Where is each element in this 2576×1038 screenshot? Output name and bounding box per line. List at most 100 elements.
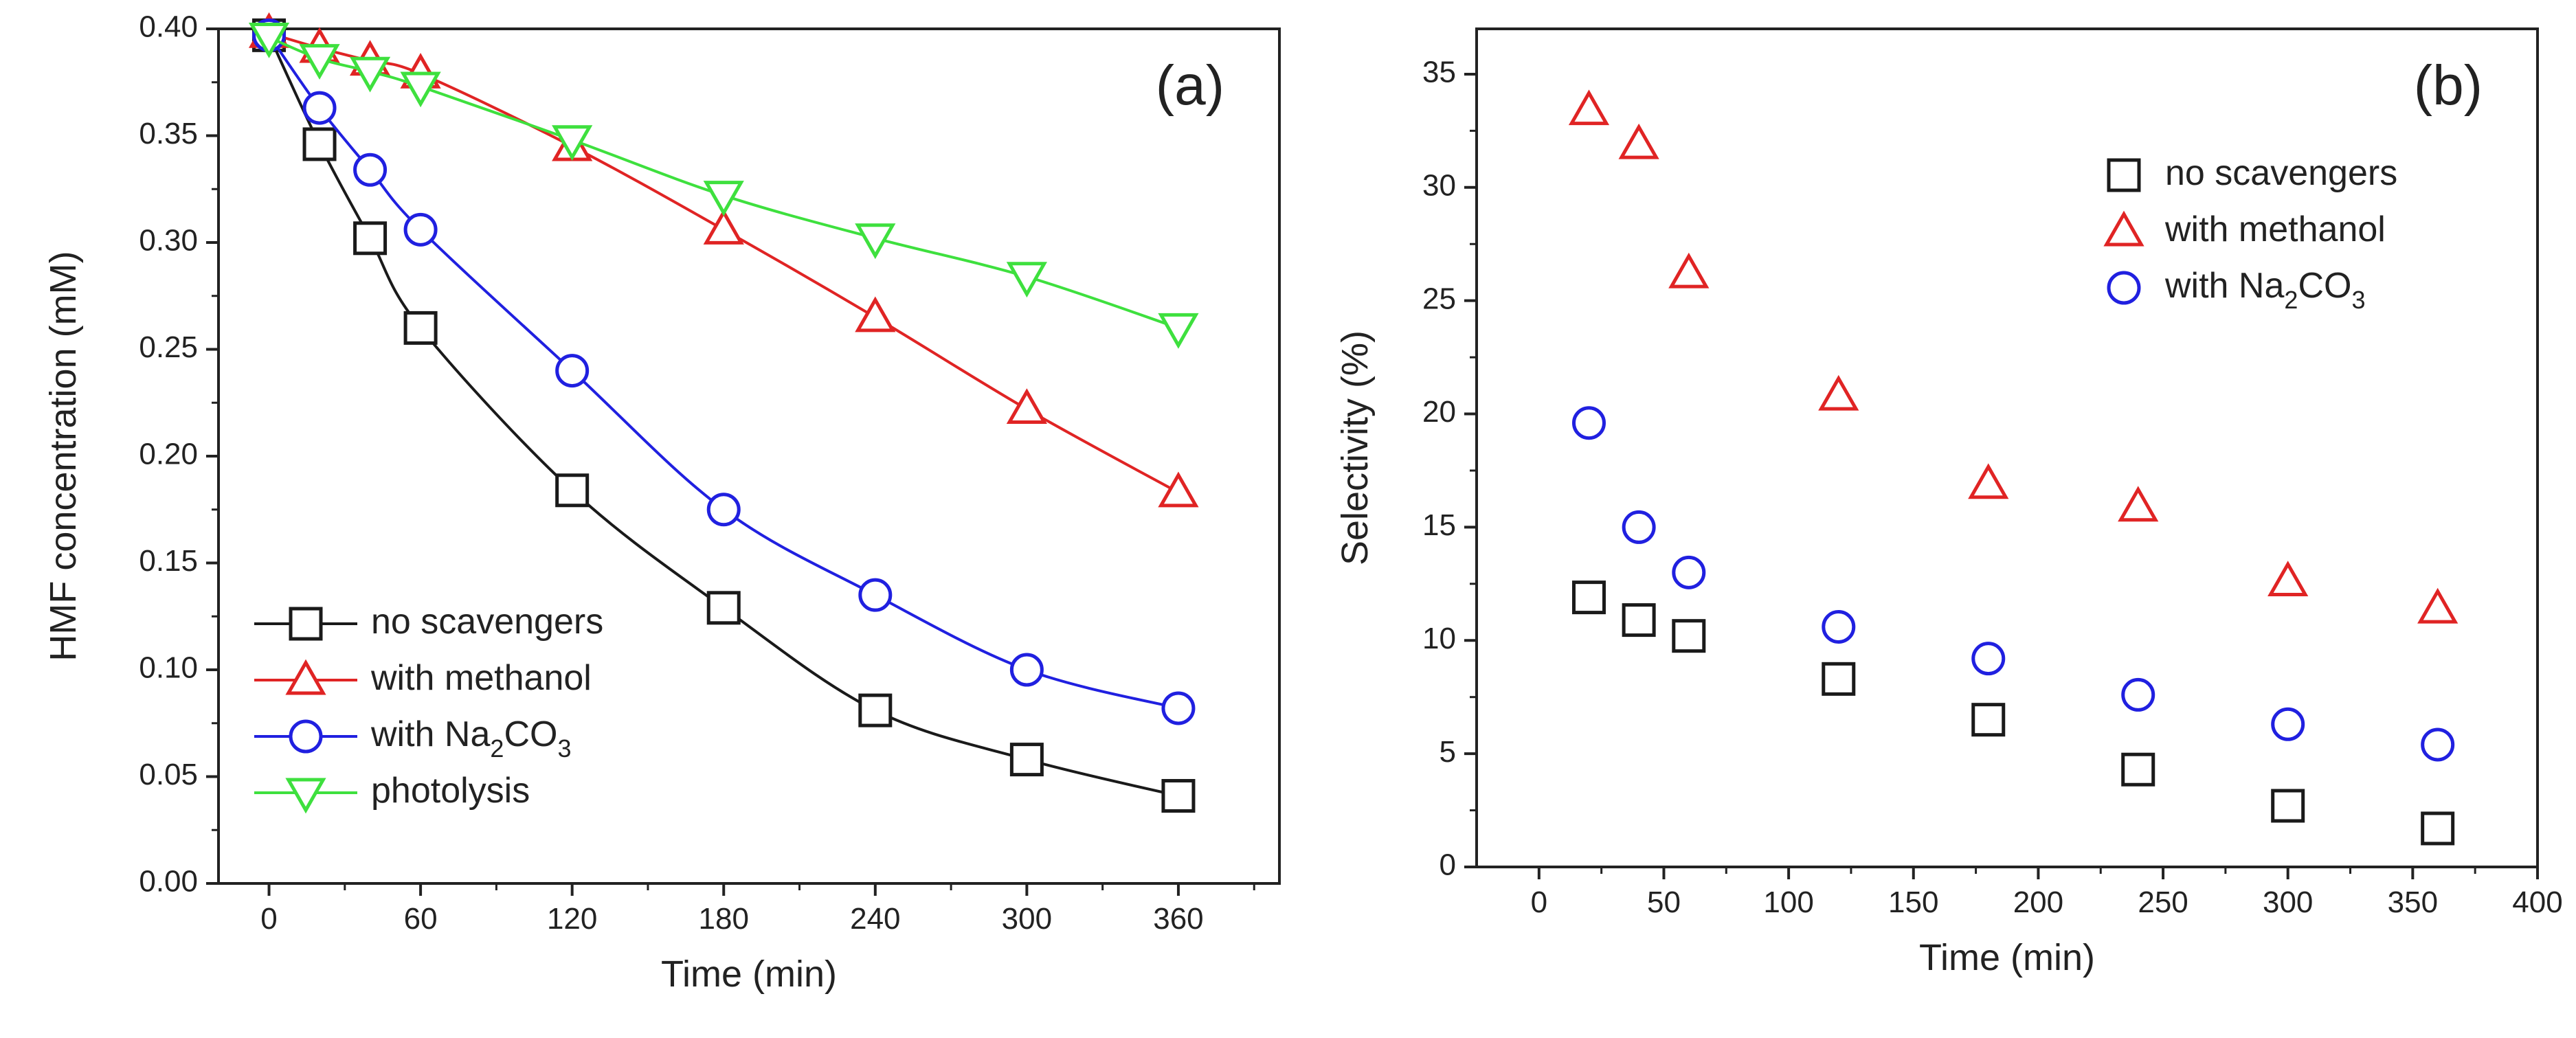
data-point-photolysis (1158, 313, 1199, 349)
x-tick-label: 360 (1153, 902, 1203, 936)
data-point-photolysis (349, 56, 391, 93)
panel-a-hmf-concentration-chart: 0 60 120 180 240 300 360 0.00 0.05 0.10 0.15 0.20 0.… (43, 10, 1281, 995)
data-point-with-methanol (1568, 89, 1610, 126)
data-point-with-methanol (1618, 123, 1659, 159)
y-tick-label: 0.35 (139, 117, 198, 150)
series-with-na2co3 (252, 18, 1196, 725)
x-tick-label: 200 (2013, 885, 2063, 919)
data-point-no-scavengers (1161, 778, 1196, 813)
legend-marker (285, 778, 326, 814)
data-point-with-methanol (1668, 252, 1710, 289)
y-tick-label: 25 (1422, 282, 1456, 315)
y-tick-label: 35 (1422, 56, 1456, 89)
series-with-methanol (1568, 89, 2459, 624)
y-tick-label: 20 (1422, 395, 1456, 429)
data-point-with-methanol (1968, 463, 2009, 499)
data-point-photolysis (1006, 262, 1047, 298)
x-tick-label: 400 (2512, 885, 2562, 919)
y-axis-label: HMF concentration (mM) (43, 251, 84, 661)
legend-item-no-scavengers: no scavengers (2107, 153, 2397, 193)
x-tick-label: 150 (1888, 885, 1938, 919)
x-tick-label: 300 (1002, 902, 1052, 936)
legend-marker (2103, 210, 2144, 247)
data-point-with-na2co3 (1622, 510, 1656, 544)
data-point-photolysis (855, 223, 896, 260)
data-point-with-methanol (703, 209, 744, 245)
legend-label: no scavengers (371, 602, 603, 642)
data-point-with-na2co3 (858, 578, 893, 612)
y-tick-label: 0.15 (139, 544, 198, 578)
x-tick-label: 120 (547, 902, 597, 936)
y-axis-label: Selectivity (%) (1334, 330, 1376, 565)
data-point-with-na2co3 (1571, 406, 1606, 440)
y-tick-label: 0.20 (139, 438, 198, 471)
data-point-no-scavengers (403, 311, 438, 345)
data-point-with-na2co3 (1822, 609, 1856, 644)
data-point-with-na2co3 (555, 354, 590, 388)
data-point-with-methanol (2118, 486, 2159, 522)
data-point-with-na2co3 (1161, 691, 1196, 725)
x-tick-label: 0 (1531, 885, 1547, 919)
data-point-no-scavengers (1672, 619, 1706, 653)
legend-marker (2107, 158, 2141, 192)
data-point-no-scavengers (2421, 811, 2455, 846)
x-tick-label: 350 (2388, 885, 2438, 919)
legend-marker (2107, 271, 2141, 305)
panel-label: (a) (1156, 54, 1224, 117)
legend-label: with methanol (370, 658, 592, 698)
data-point-with-na2co3 (302, 91, 337, 125)
y-tick-label: 30 (1422, 168, 1456, 202)
y-tick-label: 0 (1440, 848, 1456, 882)
x-tick-label: 240 (850, 902, 900, 936)
data-point-with-methanol (2417, 587, 2459, 624)
data-point-no-scavengers (858, 693, 893, 727)
y-tick-label: 0.25 (139, 330, 198, 364)
data-point-with-na2co3 (1672, 555, 1706, 589)
series-no-scavengers (252, 18, 1196, 813)
data-point-with-na2co3 (1009, 653, 1044, 687)
y-tick-label: 5 (1440, 735, 1456, 769)
series-line-no-scavengers (267, 34, 1179, 798)
legend-label: with Na2CO3 (370, 714, 571, 763)
data-point-photolysis (299, 44, 340, 80)
data-point-with-na2co3 (1971, 642, 2006, 676)
legend-item-with-methanol: with methanol (2103, 210, 2386, 249)
data-point-no-scavengers (1822, 662, 1856, 696)
panel-b-selectivity-chart: 0 50 100 150 200 250 300 350 400 0 5 10 15 20 25 30 35 Ti… (1334, 27, 2563, 978)
data-point-with-na2co3 (2121, 677, 2155, 712)
y-tick-label: 0.00 (139, 865, 198, 899)
data-point-no-scavengers (706, 591, 741, 625)
legend-label: with methanol (2164, 210, 2386, 249)
x-tick-label: 0 (260, 902, 277, 936)
panel-label: (b) (2414, 54, 2483, 117)
legend-marker (289, 719, 323, 754)
legend-item-no-scavengers: no scavengers (254, 602, 603, 642)
data-point-with-methanol (1006, 388, 1047, 425)
data-point-with-na2co3 (706, 493, 741, 527)
data-point-no-scavengers (1971, 703, 2006, 737)
legend: no scavengers with methanol with Na2CO3 (2103, 153, 2397, 314)
data-point-photolysis (703, 181, 744, 216)
x-tick-label: 100 (1763, 885, 1813, 919)
data-point-with-na2co3 (403, 212, 438, 247)
data-point-photolysis (552, 125, 593, 161)
data-point-with-methanol (1818, 374, 1859, 411)
data-point-no-scavengers (1009, 743, 1044, 777)
plot-frame (1475, 27, 2539, 868)
data-point-no-scavengers (1622, 603, 1656, 638)
data-point-with-na2co3 (2271, 707, 2305, 741)
legend-item-with-methanol: with methanol (254, 658, 592, 698)
legend-item-with-na2co3: with Na2CO3 (2107, 266, 2365, 314)
legend-marker (289, 607, 323, 641)
data-point-with-methanol (1158, 471, 1199, 508)
data-point-with-na2co3 (353, 153, 388, 187)
y-tick-label: 0.10 (139, 651, 198, 685)
data-point-no-scavengers (1571, 580, 1606, 615)
legend-item-with-na2co3: with Na2CO3 (254, 714, 571, 763)
legend-label: with Na2CO3 (2164, 266, 2365, 314)
legend: no scavengers with methanol with Na2CO3 pho… (254, 602, 603, 814)
x-tick-label: 180 (699, 902, 749, 936)
series-with-na2co3 (1571, 406, 2455, 762)
y-tick-label: 10 (1422, 622, 1456, 655)
